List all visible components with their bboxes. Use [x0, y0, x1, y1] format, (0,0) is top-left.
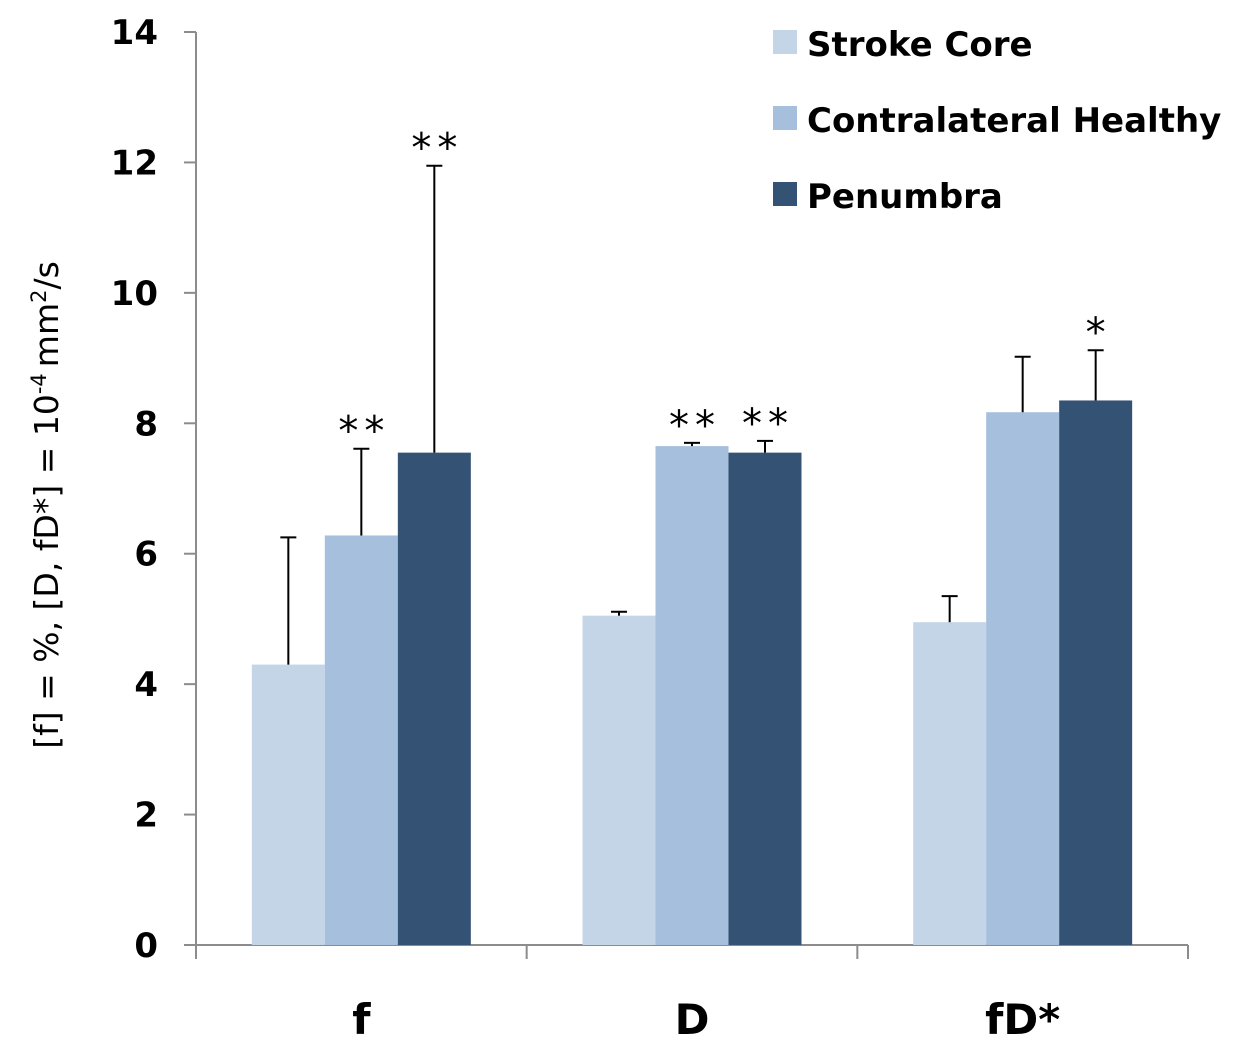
significance-markers: ****** ***	[338, 126, 1112, 455]
bar	[397, 452, 471, 945]
x-category-label: fD*	[985, 995, 1060, 1044]
y-tick-label: 8	[134, 404, 158, 444]
legend-swatch	[773, 30, 797, 54]
significance-label: **	[669, 403, 721, 449]
y-tick-label: 2	[134, 796, 158, 836]
y-tick-label: 14	[111, 13, 158, 53]
y-title-exponent2: 2	[27, 290, 51, 303]
bar	[655, 446, 729, 945]
significance-label: *	[1086, 310, 1112, 356]
error-bars	[280, 164, 1104, 665]
x-category-label: D	[675, 995, 710, 1044]
bar	[324, 535, 398, 945]
y-tick-label: 12	[111, 143, 158, 183]
y-title-prefix: [f] = %, [D, fD*] = 10	[27, 394, 66, 749]
bar	[1059, 400, 1133, 946]
legend-label: Penumbra	[807, 177, 1003, 217]
y-title-exponent: -4	[27, 373, 51, 394]
y-title-suffix: /s	[27, 261, 66, 289]
bar	[986, 412, 1060, 945]
significance-label: **	[338, 409, 390, 455]
legend-label: Stroke Core	[807, 25, 1033, 65]
bar	[728, 452, 802, 945]
legend-label: Contralateral Healthy	[807, 101, 1221, 141]
y-tick-label: 0	[134, 926, 158, 966]
bars	[251, 400, 1133, 946]
x-category-label: f	[352, 995, 371, 1044]
bar	[913, 622, 987, 945]
y-axis-title: [f] = %, [D, fD*] = 10-4 mm2/s	[27, 261, 66, 749]
legend-swatch	[773, 106, 797, 130]
legend-swatch	[773, 182, 797, 206]
y-tick-label: 10	[111, 274, 158, 314]
y-axis: 0 2 4 6 8 10 12 14	[111, 13, 197, 966]
significance-label: **	[742, 401, 794, 447]
y-tick-label: 6	[134, 535, 158, 575]
bar	[251, 664, 325, 945]
significance-label: **	[411, 126, 463, 172]
y-tick-label: 4	[134, 665, 158, 705]
y-title-mid: mm	[27, 303, 66, 367]
bar	[582, 615, 656, 945]
legend: Stroke Core Contralateral Healthy Penumbra	[773, 25, 1221, 217]
